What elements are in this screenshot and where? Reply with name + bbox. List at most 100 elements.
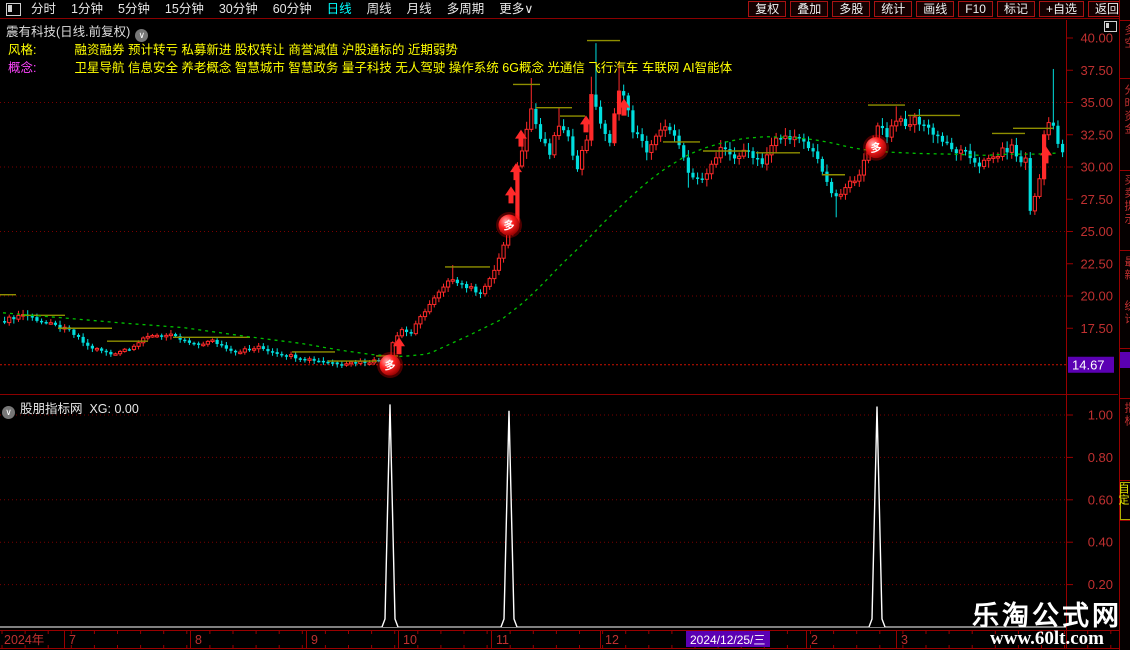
svg-text:12: 12 <box>605 633 619 647</box>
candlestick-series <box>3 43 1065 368</box>
stock-title-row: 震有科技(日线.前复权) ∨ <box>6 21 149 42</box>
concept-label: 概念: <box>8 61 37 75</box>
period-tab-15分钟[interactable]: 15分钟 <box>164 2 204 16</box>
right-panel-item[interactable]: 统计 <box>1123 300 1130 326</box>
svg-text:25.00: 25.00 <box>1080 224 1113 239</box>
style-label: 风格: <box>8 43 37 57</box>
svg-text:0.20: 0.20 <box>1088 577 1113 592</box>
toolbar-buttons: 复权 叠加 多股 统计 画线 F10 标记 +自选 返回 <box>748 1 1126 17</box>
period-tabs: 分时 1分钟 5分钟 15分钟 30分钟 60分钟 日线 周线 月线 多周期 更多∨ <box>31 0 533 18</box>
right-panel-item[interactable]: 最新 <box>1123 256 1130 282</box>
stock-title: 震有科技(日线.前复权) <box>6 25 131 39</box>
resistance-segments <box>0 39 1053 362</box>
indicator-axis-labels: 1.00 0.80 0.60 0.40 0.20 <box>1066 408 1113 592</box>
toolbar-separator <box>0 18 1130 19</box>
svg-text:0.40: 0.40 <box>1088 535 1113 550</box>
concept-tags[interactable]: 卫星导航 信息安全 养老概念 智慧城市 智慧政务 量子科技 无人驾驶 操作系统 … <box>74 61 733 75</box>
concept-tags-row: 概念: 卫星导航 信息安全 养老概念 智慧城市 智慧政务 量子科技 无人驾驶 操作… <box>8 57 732 76</box>
right-panel-price-marker <box>1120 352 1130 368</box>
alert-price-label-bg <box>1068 356 1114 373</box>
window-panel-icon[interactable] <box>6 2 21 16</box>
price-gridlines <box>0 102 1066 297</box>
period-tab-30分钟[interactable]: 30分钟 <box>218 2 258 16</box>
right-panel-divider <box>1119 520 1130 521</box>
svg-text:多: 多 <box>385 358 396 372</box>
period-tab-月线[interactable]: 月线 <box>406 2 432 16</box>
right-panel-item[interactable]: 指标 <box>1123 402 1130 428</box>
watermark-url: www.60lt.com <box>990 628 1104 649</box>
right-edge-clipped-panel[interactable]: 自定 多空分时资金买卖提示最新统计指标 <box>1119 0 1130 650</box>
period-tab-1分钟[interactable]: 1分钟 <box>71 2 103 16</box>
toolbar-button-多股[interactable]: 多股 <box>832 1 871 17</box>
svg-text:37.50: 37.50 <box>1080 63 1113 78</box>
svg-text:30.00: 30.00 <box>1080 160 1113 175</box>
svg-text:7: 7 <box>69 633 76 647</box>
right-panel-item[interactable]: 买卖提示 <box>1123 174 1130 226</box>
style-tags-row: 风格: 融资融券 预计转亏 私募新进 股权转让 商誉减值 沪股通标的 近期弱势 <box>8 39 458 58</box>
right-panel-divider <box>1119 170 1130 171</box>
toolbar-button-+自选[interactable]: +自选 <box>1038 1 1084 17</box>
buy-signal-balls: 多多多 <box>377 134 889 379</box>
indicator-header: ∨ 股朋指标网 XG: 0.00 <box>2 398 139 419</box>
style-tags[interactable]: 融资融券 预计转亏 私募新进 股权转让 商誉减值 沪股通标的 近期弱势 <box>74 43 458 57</box>
svg-text:2024年: 2024年 <box>4 633 44 647</box>
selected-date-label: 2024/12/25/三 <box>690 633 765 647</box>
svg-text:20.00: 20.00 <box>1080 289 1113 304</box>
chevron-down-icon[interactable]: ∨ <box>2 406 15 419</box>
svg-text:0.80: 0.80 <box>1088 450 1113 465</box>
price-axis-labels: 40.00 37.50 35.00 32.50 30.00 27.50 25.00 22.50… <box>1066 31 1113 336</box>
right-panel-border <box>1119 0 1120 650</box>
svg-text:22.50: 22.50 <box>1080 256 1113 271</box>
date-axis: 2024年 7 8 9 10 11 12 2 3 2024/12/25/三 <box>1 630 1112 648</box>
right-panel-item[interactable]: 分时资金 <box>1123 84 1130 136</box>
svg-text:32.50: 32.50 <box>1080 127 1113 142</box>
buy-signal-arrows <box>393 98 1052 355</box>
svg-text:9: 9 <box>311 633 318 647</box>
period-tab-60分钟[interactable]: 60分钟 <box>272 2 312 16</box>
svg-text:10: 10 <box>403 633 417 647</box>
svg-text:8: 8 <box>195 633 202 647</box>
watermark-site-name: 乐淘公式网 <box>972 601 1122 631</box>
svg-text:27.50: 27.50 <box>1080 192 1113 207</box>
indicator-gridlines <box>0 414 1066 586</box>
period-tab-多周期[interactable]: 多周期 <box>446 2 485 16</box>
period-tab-日线[interactable]: 日线 <box>326 2 352 16</box>
right-panel-divider <box>1119 250 1130 251</box>
toolbar-button-统计[interactable]: 统计 <box>874 1 913 17</box>
selected-date-bg <box>686 631 770 647</box>
svg-text:1.00: 1.00 <box>1088 408 1113 423</box>
indicator-name: 股朋指标网 <box>20 402 83 416</box>
svg-text:多: 多 <box>871 141 882 155</box>
ma-line <box>2 136 1057 358</box>
chevron-down-icon[interactable]: ∨ <box>135 29 149 42</box>
period-tab-周线[interactable]: 周线 <box>366 2 392 16</box>
period-tab-更多∨[interactable]: 更多∨ <box>499 2 534 16</box>
toolbar-button-叠加[interactable]: 叠加 <box>790 1 829 17</box>
right-panel-divider <box>1119 398 1130 399</box>
svg-text:3: 3 <box>901 633 908 647</box>
toolbar-button-标记[interactable]: 标记 <box>996 1 1035 17</box>
right-panel-active-item[interactable]: 自定 <box>1119 482 1130 520</box>
right-panel-divider <box>1119 348 1130 349</box>
toolbar-button-复权[interactable]: 复权 <box>748 1 787 17</box>
svg-text:40.00: 40.00 <box>1080 31 1113 46</box>
right-panel-item[interactable]: 多空 <box>1123 24 1130 50</box>
pane-maximize-icon[interactable] <box>1104 21 1117 32</box>
period-tab-分时[interactable]: 分时 <box>31 2 57 16</box>
period-tab-5分钟[interactable]: 5分钟 <box>117 2 150 16</box>
indicator-value: XG: 0.00 <box>89 402 139 416</box>
svg-text:17.50: 17.50 <box>1080 321 1113 336</box>
svg-text:35.00: 35.00 <box>1080 95 1113 110</box>
toolbar-button-返回[interactable]: 返回 <box>1087 1 1126 17</box>
toolbar-button-画线[interactable]: 画线 <box>916 1 955 17</box>
svg-text:11: 11 <box>496 633 509 647</box>
watermark: 乐淘公式网 www.60lt.com <box>972 603 1122 649</box>
alert-price-label: 14.67 <box>1072 357 1105 372</box>
svg-text:2: 2 <box>811 633 818 647</box>
right-panel-divider <box>1119 20 1130 21</box>
right-panel-divider <box>1119 480 1130 481</box>
toolbar-button-F10[interactable]: F10 <box>958 1 993 17</box>
svg-text:多: 多 <box>504 218 515 232</box>
